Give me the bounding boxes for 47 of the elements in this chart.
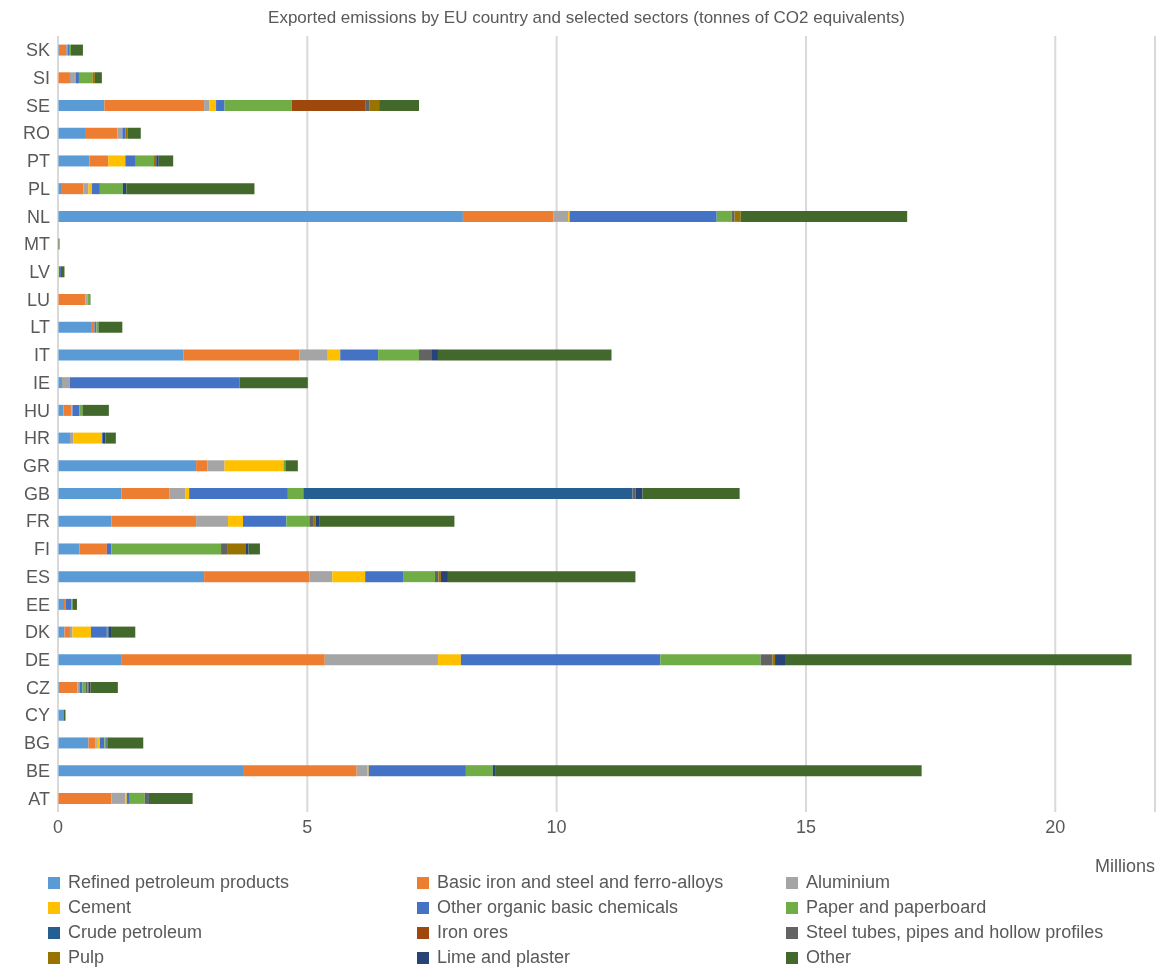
legend-label: Aluminium [806,872,891,893]
y-tick-label: CY [24,705,50,726]
y-tick-label: SE [25,95,50,116]
y-tick-label: HU [24,400,50,421]
y-tick-label: PL [27,178,50,199]
x-tick-label: 15 [795,816,816,837]
legend-label: Cement [68,897,132,918]
y-tick-label: HR [24,428,50,449]
y-tick-label: FI [34,539,50,560]
legend-label: Other organic basic chemicals [437,897,679,918]
y-tick-label: GB [23,483,50,504]
y-tick-label: PT [26,151,50,172]
y-tick-label: IT [34,345,50,366]
legend-label: Steel tubes, pipes and hollow profiles [806,922,1104,943]
legend-label: Paper and paperboard [806,897,987,918]
legend-label: Basic iron and steel and ferro-alloys [437,872,724,893]
y-tick-label: AT [28,788,50,809]
y-tick-label: ES [25,566,50,587]
x-tick-label: 10 [546,816,567,837]
y-tick-label: EE [25,594,50,615]
chart-title: Exported emissions by EU country and selected sectors (tonnes of CO2 equivalents) [267,8,906,28]
y-tick-label: NL [26,206,50,227]
legend-label: Refined petroleum products [68,872,290,893]
y-tick-label: DE [24,649,50,670]
x-tick-label: 0 [52,816,64,837]
legend-label: Crude petroleum [68,922,203,943]
y-tick-label: IE [32,372,50,393]
x-tick-label: 5 [302,816,313,837]
y-tick-label: RO [23,123,50,144]
y-tick-label: LU [26,289,50,310]
y-tick-label: CZ [26,677,50,698]
y-tick-label: FR [26,511,50,532]
y-tick-label: SI [32,67,50,88]
y-tick-label: SK [25,40,50,61]
x-tick-label: 20 [1045,816,1066,837]
legend-label: Iron ores [437,922,509,943]
y-tick-label: DK [24,622,50,643]
y-tick-label: GR [23,455,50,476]
y-tick-label: BG [23,733,50,754]
legend-label: Lime and plaster [437,947,571,968]
legend-label: Other [806,947,852,968]
y-tick-label: LT [30,317,50,338]
y-tick-label: BE [25,760,50,781]
y-tick-label: MT [24,234,50,255]
legend-label: Pulp [68,947,105,968]
x-axis-title: Millions [1094,856,1155,876]
y-tick-label: LV [29,261,50,282]
